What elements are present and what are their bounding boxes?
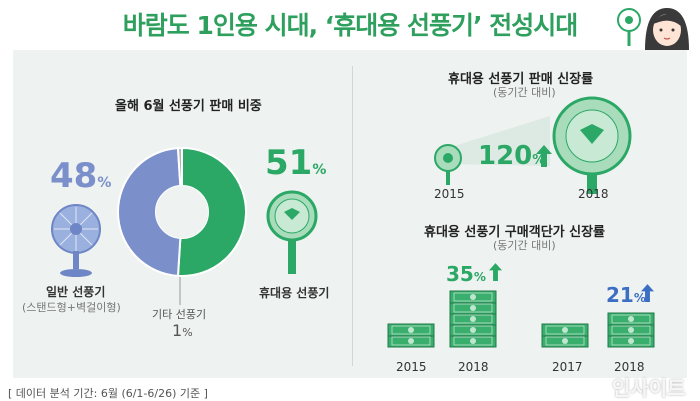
sales-growth-illustration — [434, 96, 632, 194]
general-fan-pct-value: 48 — [50, 156, 98, 196]
portable-fan-icon — [266, 190, 318, 274]
girl-icon — [645, 8, 689, 50]
large-portable-fan-icon — [552, 96, 632, 194]
small-fan-icon — [617, 8, 641, 46]
banknote-stacks — [387, 290, 655, 348]
portable-fan-label: 휴대용 선풍기 — [259, 286, 330, 300]
general-fan-pct-unit: % — [97, 175, 112, 191]
share-heading: 올해 6월 선풍기 판매 비중 — [115, 99, 262, 114]
up-arrow-icon — [641, 284, 654, 302]
sales-year-2015: 2015 — [434, 187, 465, 201]
spend-year-2017: 2017 — [552, 360, 583, 374]
sales-growth-heading: 휴대용 선풍기 판매 신장률 — [448, 72, 594, 87]
donut-slice-general — [117, 147, 182, 277]
share-donut-chart — [117, 146, 247, 277]
portable-fan-pct-unit: % — [312, 162, 327, 178]
up-arrow-icon — [536, 145, 552, 167]
footer-note: [ 데이터 분석 기간: 6월 (6/1-6/26) 기준 ] — [8, 387, 208, 400]
general-fan-label: 일반 선풍기 — [46, 285, 106, 299]
spend-growth-pair2-unit: % — [633, 291, 646, 305]
spend-growth-heading: 휴대용 선풍기 구매객단가 신장률 — [424, 225, 606, 240]
portable-fan-pct-value: 51 — [265, 143, 313, 183]
banknote-stack-2017 — [541, 323, 589, 348]
other-fan-leader-line — [179, 277, 181, 305]
stand-fan-icon — [51, 204, 101, 277]
other-fan-label: 기타 선풍기 — [152, 308, 207, 321]
page-title: 바람도 1인용 시대, ‘휴대용 선풍기’ 전성시대 — [122, 11, 578, 40]
header-illustration — [617, 8, 689, 50]
other-fan-pct-unit: % — [182, 326, 193, 339]
spend-year-2018-b: 2018 — [614, 360, 645, 374]
spend-year-2015: 2015 — [396, 360, 427, 374]
other-fan-pct-value: 1 — [172, 321, 183, 340]
general-fan-pct: 48% — [50, 156, 111, 196]
sales-year-2018: 2018 — [578, 187, 609, 201]
spend-growth-pair1-value: 35% — [446, 262, 486, 286]
other-fan-pct: 1% — [172, 321, 193, 340]
spend-growth-sub: (동기간 대비) — [493, 239, 556, 252]
donut-hole — [156, 186, 208, 238]
sales-growth-value: 120% — [478, 141, 545, 171]
sales-growth-sub: (동기간 대비) — [493, 86, 556, 99]
spend-growth-pair1-number: 35 — [446, 262, 474, 286]
spend-growth-pair1-unit: % — [473, 270, 486, 284]
portable-fan-pct: 51% — [265, 143, 326, 183]
spend-year-2018-a: 2018 — [458, 360, 489, 374]
banknote-stack-2015 — [387, 323, 435, 348]
small-portable-fan-icon — [434, 144, 462, 185]
up-arrow-icon — [489, 263, 502, 281]
spend-growth-pair2-value: 21% — [606, 283, 646, 307]
banknote-stack-2018-b — [607, 312, 655, 348]
general-fan-sublabel: (스탠드형+벽걸이형) — [22, 301, 121, 314]
spend-growth-pair2-number: 21 — [606, 283, 634, 307]
sales-growth-value-number: 120 — [478, 141, 533, 171]
banknote-stack-2018-a — [449, 290, 497, 348]
divider — [352, 66, 353, 366]
watermark: 인사이트 — [612, 376, 686, 400]
